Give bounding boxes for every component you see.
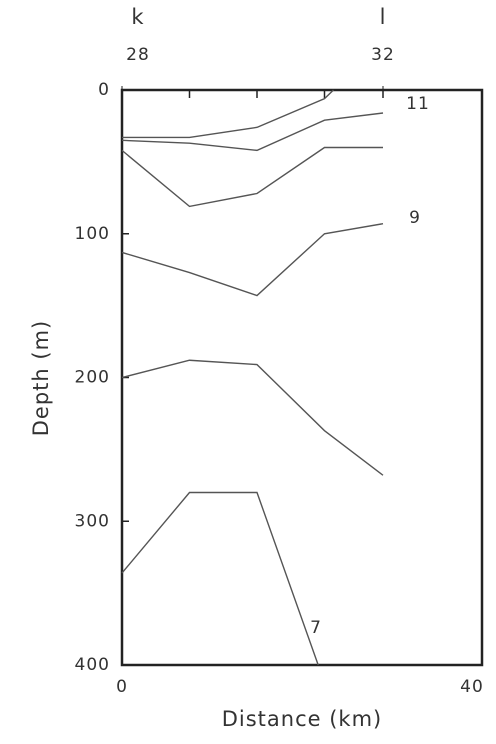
contour-label: 11 xyxy=(406,94,430,114)
contour-label: 9 xyxy=(409,208,421,228)
station-label: k xyxy=(131,5,144,29)
x-tick-label: 0 xyxy=(116,677,128,697)
x-axis-title: Distance (km) xyxy=(222,707,383,731)
station-number: 32 xyxy=(371,45,395,65)
x-tick-label: 40 xyxy=(460,677,484,697)
y-tick-label: 400 xyxy=(75,655,110,675)
contour-line xyxy=(121,146,383,208)
y-axis-title: Depth (m) xyxy=(29,320,53,436)
y-tick-label: 100 xyxy=(75,224,110,244)
contour-line xyxy=(121,491,319,666)
y-tick-label: 300 xyxy=(75,511,110,531)
station-number: 28 xyxy=(126,45,150,65)
contour-line xyxy=(122,89,334,139)
y-tick-label: 0 xyxy=(98,80,110,100)
plot-frame xyxy=(120,88,484,667)
contour-line xyxy=(121,112,384,152)
contour-line xyxy=(121,222,384,297)
station-label: l xyxy=(380,5,387,29)
contour-label: 7 xyxy=(310,618,322,638)
y-tick-label: 200 xyxy=(75,368,110,388)
contour-line xyxy=(121,359,384,476)
